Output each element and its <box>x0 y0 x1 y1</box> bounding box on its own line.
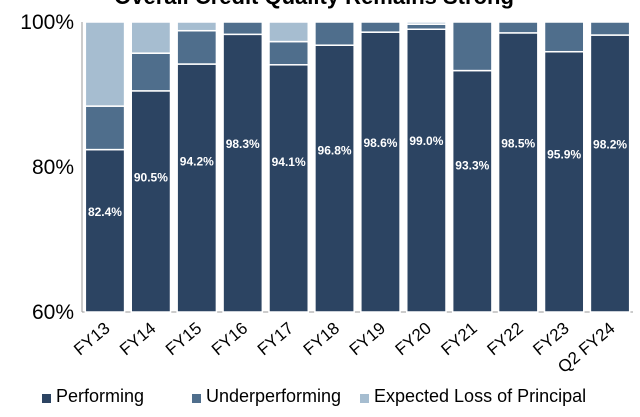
legend-label: Expected Loss of Principal <box>374 386 586 406</box>
bar-segment <box>451 21 493 72</box>
bar-segment <box>222 21 264 36</box>
data-label: 98.3% <box>226 137 260 151</box>
data-label: 90.5% <box>134 171 168 185</box>
bar-segment <box>268 21 310 43</box>
bar-segment <box>130 21 172 54</box>
bar-segment <box>84 21 126 107</box>
data-label: 98.6% <box>363 136 397 150</box>
chart-title: Overall Credit Quality Remains Strong <box>114 0 514 9</box>
bar-segment <box>406 21 447 25</box>
bar-segment <box>268 40 310 66</box>
data-label: 96.8% <box>318 144 352 158</box>
x-tick-label: FY14 <box>116 319 159 360</box>
x-tick-label: FY21 <box>438 319 481 360</box>
data-label: 95.9% <box>547 147 581 161</box>
data-label: 82.4% <box>88 205 122 219</box>
bar-segment <box>406 28 447 313</box>
legend-swatch <box>192 394 201 403</box>
data-label: 93.3% <box>455 159 489 173</box>
legend-swatch <box>360 394 369 403</box>
x-tick-label: FY22 <box>483 319 526 360</box>
x-tick-label: FY17 <box>254 319 297 360</box>
data-label: 98.2% <box>593 138 627 152</box>
data-label: 99.0% <box>409 134 443 148</box>
x-tick-label: FY19 <box>346 319 389 360</box>
x-axis: FY13 FY14 FY15 FY16 FY17 FY18 FY19 FY20 FY21 FY22… <box>70 319 618 377</box>
y-axis: 60% 80% 100% <box>20 11 633 324</box>
data-label: 94.1% <box>272 155 306 169</box>
bar-segment <box>268 64 310 313</box>
bar-segment <box>543 50 585 313</box>
bar-segment <box>360 31 401 313</box>
bar-segment <box>497 32 539 313</box>
data-label: 94.2% <box>180 155 214 169</box>
bar-segment <box>176 21 218 32</box>
x-tick-label: FY16 <box>208 319 251 360</box>
y-tick-label: 60% <box>32 301 74 324</box>
data-label: 98.5% <box>501 136 535 150</box>
legend-label: Performing <box>56 386 144 406</box>
bar-segment <box>314 44 355 313</box>
bar-segment <box>589 21 631 36</box>
bar-segment <box>497 21 539 34</box>
bar-segment <box>176 63 218 313</box>
bar-segment <box>84 148 126 313</box>
y-tick-label: 80% <box>32 156 74 179</box>
bar-segment <box>360 21 401 33</box>
legend-label: Underperforming <box>206 386 341 406</box>
bar-segment <box>451 69 493 313</box>
bars <box>84 21 631 313</box>
x-tick-label: FY15 <box>162 319 205 360</box>
y-tick-label: 100% <box>20 11 74 34</box>
bar-segment <box>130 52 172 92</box>
bar-segment <box>84 105 126 151</box>
bar-segment <box>176 29 218 65</box>
legend-swatch <box>42 394 51 403</box>
bar-segment <box>222 33 264 313</box>
legend: Performing Underperforming Expected Loss o… <box>42 386 586 406</box>
x-tick-label: FY20 <box>392 319 435 360</box>
bar-segment <box>543 21 585 53</box>
bar-segment <box>130 90 172 313</box>
data-labels: 82.4% 90.5% 94.2% 98.3% 94.1% 96.8% 98.6% 99.0%… <box>88 134 627 219</box>
x-tick-label: FY18 <box>300 319 343 360</box>
bar-segment <box>589 34 631 313</box>
bar-segment <box>406 23 447 31</box>
bar-segment <box>314 21 355 46</box>
x-tick-label: FY13 <box>70 319 113 360</box>
